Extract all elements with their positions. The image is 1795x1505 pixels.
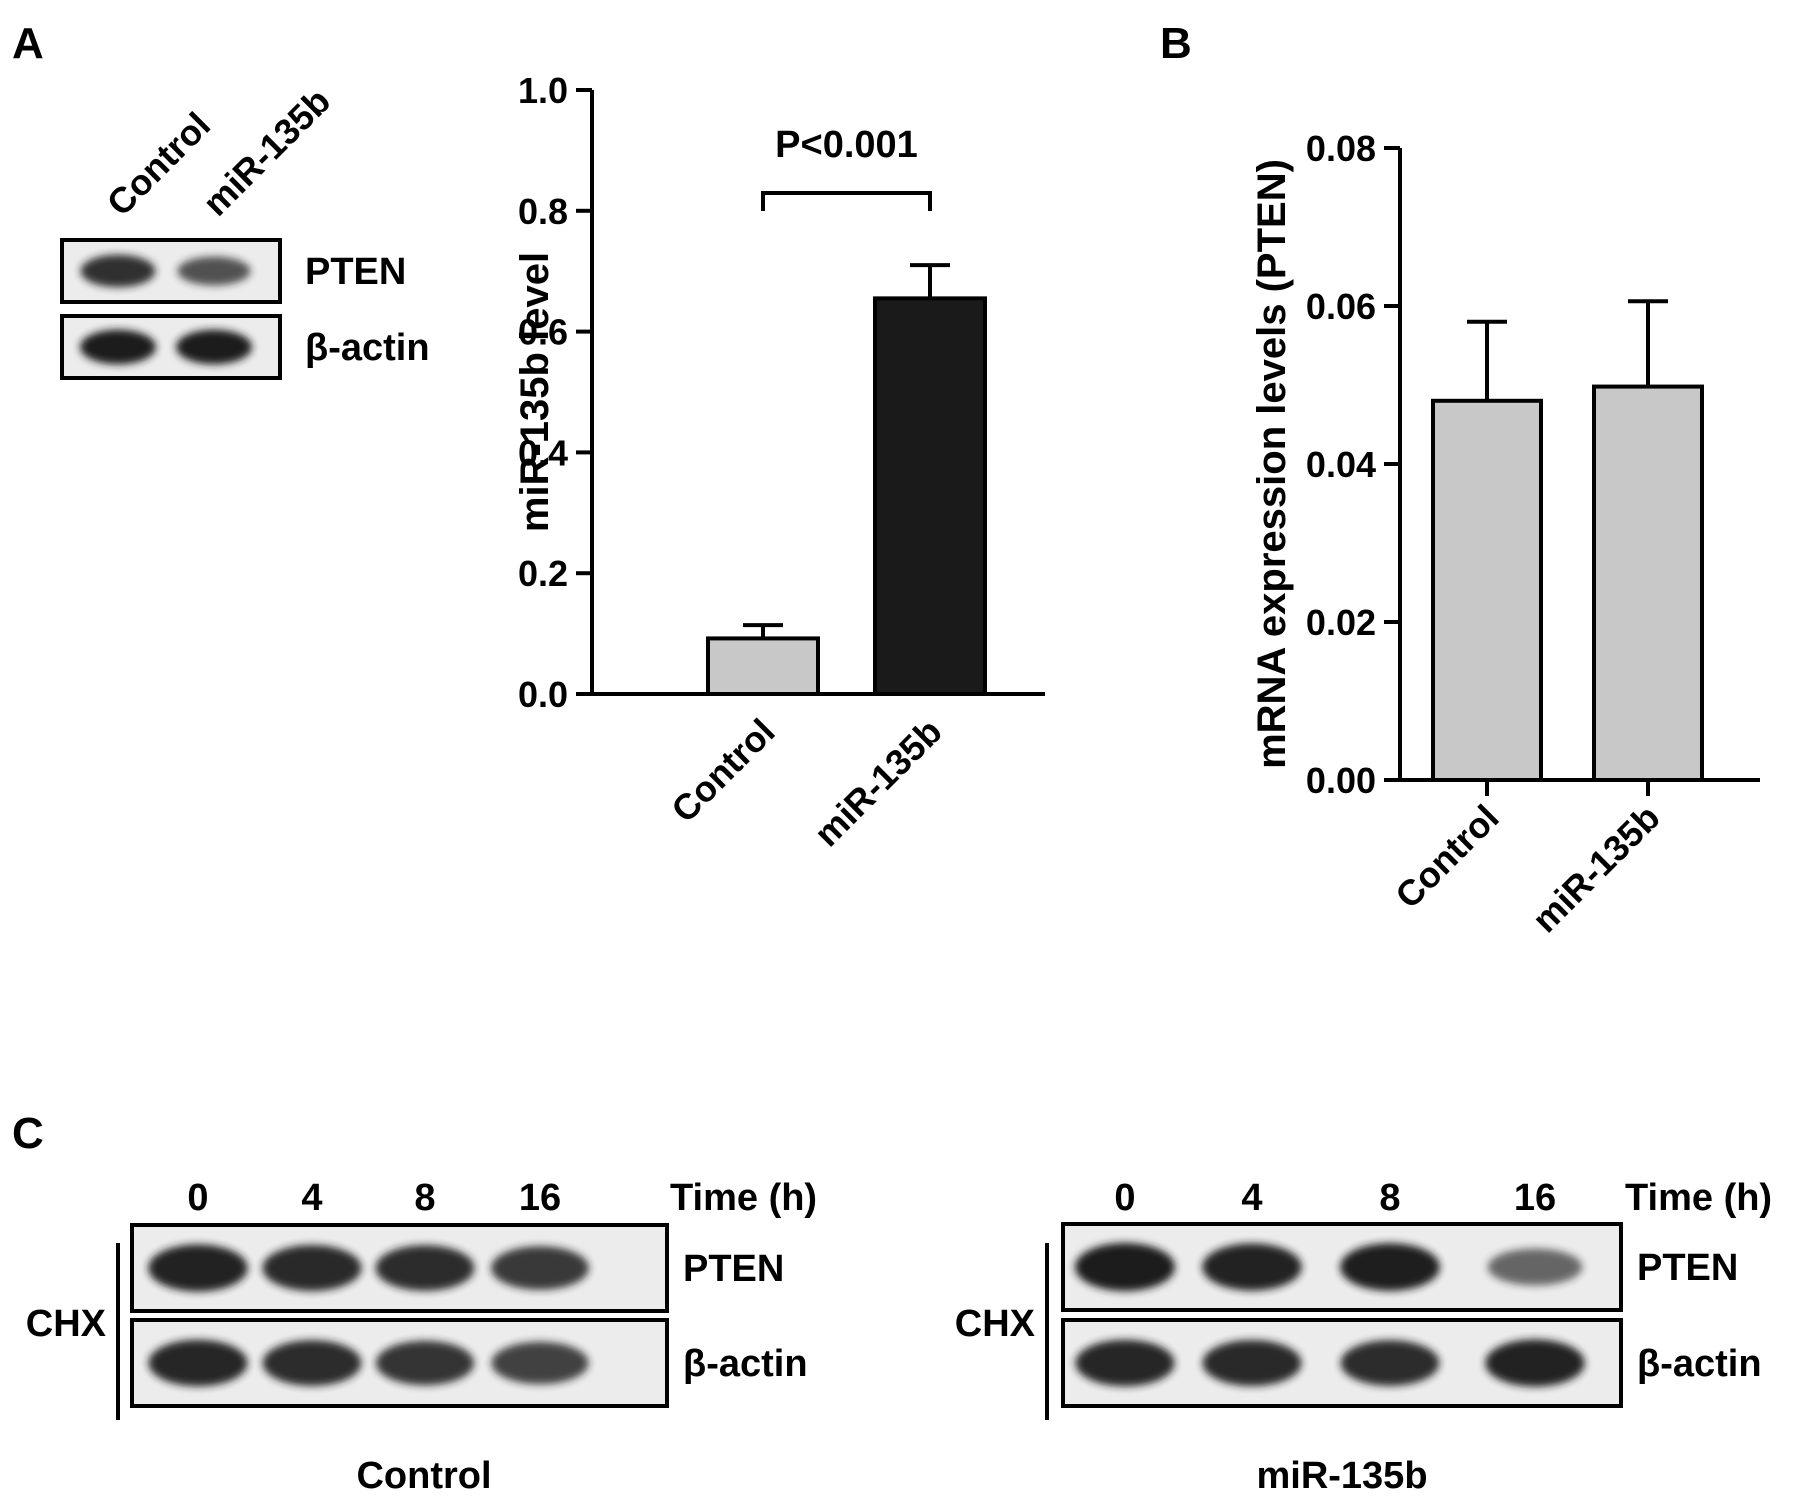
x-tick-label: miR-135b bbox=[1524, 797, 1668, 941]
y-axis-label: miR-135b level bbox=[513, 252, 557, 532]
time-label: 0 bbox=[1114, 1177, 1135, 1219]
bar bbox=[1592, 384, 1704, 782]
y-tick-label: 0.06 bbox=[1306, 286, 1376, 327]
time-label: 4 bbox=[301, 1177, 322, 1219]
time-label: 16 bbox=[519, 1177, 561, 1219]
row-label: PTEN bbox=[683, 1248, 784, 1290]
treatment-label: CHX bbox=[955, 1303, 1036, 1345]
time-label: 4 bbox=[1241, 1177, 1262, 1219]
band bbox=[177, 256, 251, 286]
row-label: β-actin bbox=[305, 327, 430, 369]
band bbox=[491, 1246, 589, 1290]
band bbox=[1075, 1339, 1175, 1387]
time-label: 0 bbox=[187, 1177, 208, 1219]
panel-label-a: A bbox=[12, 19, 44, 68]
band bbox=[148, 1339, 248, 1387]
panel-label-b: B bbox=[1160, 19, 1192, 68]
time-label: 8 bbox=[1379, 1177, 1400, 1219]
band bbox=[1487, 1248, 1583, 1286]
band bbox=[375, 1340, 475, 1386]
y-tick-label: 0.02 bbox=[1306, 602, 1376, 643]
y-tick-label: 0.4 bbox=[518, 432, 568, 473]
band bbox=[1202, 1339, 1302, 1387]
band bbox=[1075, 1242, 1175, 1292]
band bbox=[375, 1245, 475, 1291]
bar bbox=[1431, 398, 1543, 782]
y-axis-label: mRNA expression levels (PTEN) bbox=[1250, 159, 1294, 769]
row-label: β-actin bbox=[683, 1343, 808, 1385]
band bbox=[262, 1244, 362, 1292]
chart-b: 0.00 0.02 0.04 0.06 0.08 mRNA expression leve… bbox=[1250, 128, 1760, 940]
time-label: 8 bbox=[414, 1177, 435, 1219]
significance-bracket bbox=[761, 191, 932, 211]
bar bbox=[873, 296, 987, 696]
lane-label: miR-135b bbox=[195, 80, 339, 224]
y-tick-label: 0.6 bbox=[518, 312, 568, 353]
y-tick-label: 0.8 bbox=[518, 191, 568, 232]
x-tick-label: Control bbox=[1387, 797, 1506, 916]
x-tick-label: Control bbox=[663, 711, 782, 830]
band bbox=[80, 254, 156, 288]
band bbox=[176, 329, 252, 365]
chart-a: 0.0 0.2 0.4 0.6 0.8 1.0 miR-135b level Control m… bbox=[513, 70, 1045, 854]
group-label: Control bbox=[356, 1455, 491, 1497]
significance-label: P<0.001 bbox=[775, 124, 918, 166]
y-tick-label: 0.00 bbox=[1306, 760, 1376, 801]
bar bbox=[706, 636, 820, 697]
panel-label-c: C bbox=[12, 1109, 44, 1158]
row-label: PTEN bbox=[305, 251, 406, 293]
row-label: β-actin bbox=[1637, 1343, 1762, 1385]
band bbox=[1340, 1243, 1440, 1291]
band bbox=[1202, 1243, 1302, 1291]
band bbox=[262, 1340, 362, 1386]
blot-c: 0 4 8 16 Time (h) PTEN β-actin CHX Control 0 4 8 16 T… bbox=[26, 1177, 1772, 1497]
row-label: PTEN bbox=[1637, 1247, 1738, 1289]
treatment-label: CHX bbox=[26, 1303, 107, 1345]
time-axis-label: Time (h) bbox=[670, 1177, 817, 1219]
band bbox=[80, 329, 156, 365]
y-tick-label: 0.2 bbox=[518, 553, 568, 594]
time-label: 16 bbox=[1514, 1177, 1556, 1219]
band bbox=[491, 1341, 589, 1385]
time-axis-label: Time (h) bbox=[1625, 1177, 1772, 1219]
group-label: miR-135b bbox=[1256, 1455, 1427, 1497]
y-tick-label: 1.0 bbox=[518, 70, 568, 111]
y-tick-label: 0.0 bbox=[518, 674, 568, 715]
y-tick-label: 0.08 bbox=[1306, 128, 1376, 169]
lane-label: Control bbox=[99, 104, 218, 223]
band bbox=[1340, 1340, 1440, 1386]
x-tick-label: miR-135b bbox=[806, 711, 950, 855]
band bbox=[1485, 1339, 1585, 1387]
band bbox=[148, 1244, 248, 1292]
y-tick-label: 0.04 bbox=[1306, 444, 1376, 485]
